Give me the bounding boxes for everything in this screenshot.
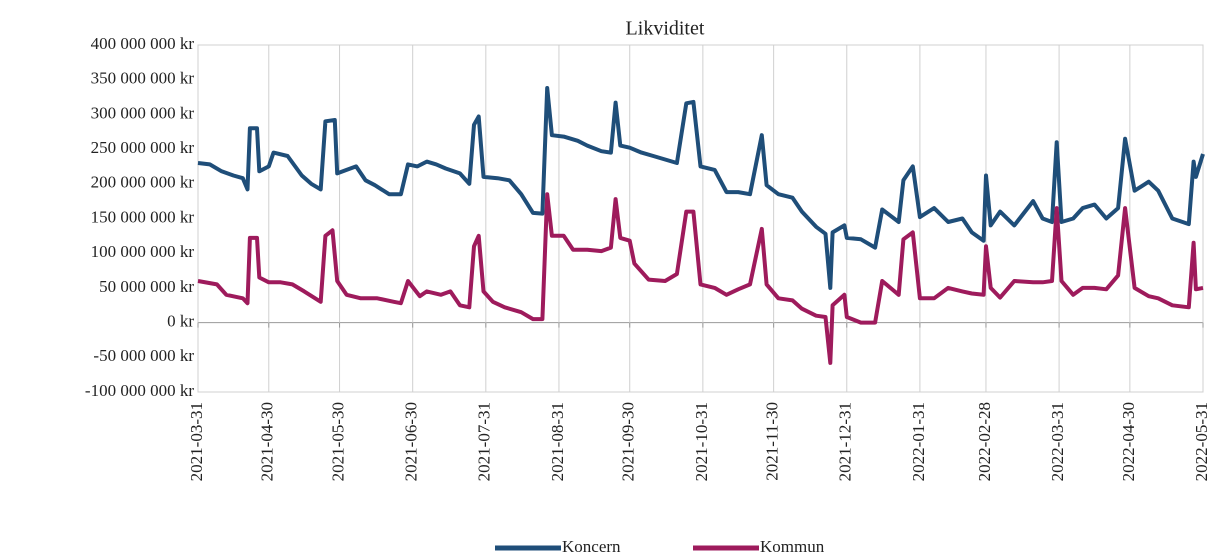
y-tick-label: 0 kr	[167, 312, 194, 331]
x-tick-label: 2022-03-31	[1048, 402, 1067, 481]
x-tick-label: 2022-01-31	[909, 402, 928, 481]
y-tick-label: 50 000 000 kr	[99, 277, 194, 296]
line	[197, 192, 1204, 365]
y-tick-label: -50 000 000 kr	[93, 346, 194, 365]
y-tick-label: 250 000 000 kr	[91, 138, 195, 157]
x-tick-label: 2021-08-31	[548, 402, 567, 481]
y-tick-label: 350 000 000 kr	[91, 69, 195, 88]
x-tick-label: 2021-03-31	[187, 402, 206, 481]
y-tick-label: 200 000 000 kr	[91, 173, 195, 192]
legend-label: Kommun	[760, 537, 825, 556]
y-tick-label: 400 000 000 kr	[91, 34, 195, 53]
y-tick-label: 150 000 000 kr	[91, 207, 195, 226]
y-tick-label: 100 000 000 kr	[91, 242, 195, 261]
x-tick-label: 2021-10-31	[692, 402, 711, 481]
x-tick-label: 2021-11-30	[763, 402, 782, 481]
x-tick-label: 2021-07-31	[475, 402, 494, 481]
legend-label: Koncern	[562, 537, 621, 556]
x-tick-label: 2022-04-30	[1119, 402, 1138, 481]
x-tick-label: 2021-04-30	[258, 402, 277, 481]
x-tick-label: 2022-02-28	[975, 402, 994, 481]
x-tick-label: 2021-12-31	[836, 402, 855, 481]
y-tick-label: -100 000 000 kr	[85, 381, 194, 400]
chart-title: Likviditet	[626, 18, 705, 40]
x-tick-label: 2022-05-31	[1192, 402, 1211, 481]
x-tick-label: 2021-05-30	[328, 402, 347, 481]
x-tick-label: 2021-09-30	[619, 402, 638, 481]
line	[197, 86, 1205, 290]
y-tick-label: 300 000 000 kr	[91, 103, 195, 122]
x-tick-label: 2021-06-30	[402, 402, 421, 481]
